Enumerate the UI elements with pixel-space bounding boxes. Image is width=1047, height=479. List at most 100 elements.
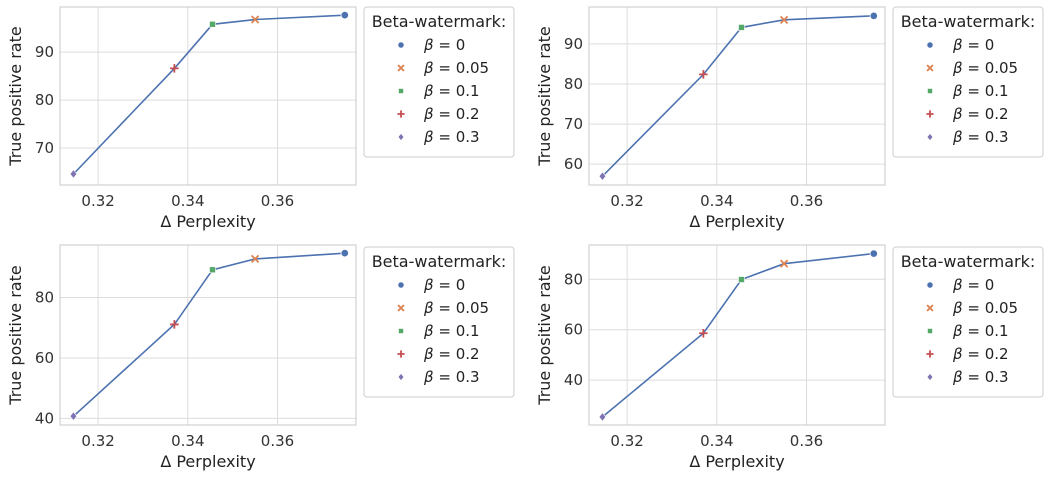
data-point-beta-0 <box>869 249 878 258</box>
legend-marker <box>927 88 933 94</box>
legend-title: Beta-watermark: <box>372 12 507 31</box>
legend-marker <box>397 41 405 49</box>
equals-sign: = <box>963 322 985 340</box>
plot-frame <box>588 244 886 426</box>
y-axis-label: True positive rate <box>6 265 25 405</box>
x-tick-label: 0.36 <box>261 192 294 210</box>
legend-marker <box>397 372 405 382</box>
x-axis-label: Δ Perplexity <box>160 212 255 231</box>
x-tick-label: 0.32 <box>610 192 643 210</box>
legend-marker <box>398 328 404 334</box>
beta-value: 0.05 <box>456 299 489 317</box>
legend-entry-label: β = 0 <box>952 36 994 54</box>
x-tick-label: 0.32 <box>610 432 643 450</box>
beta-symbol: β <box>423 322 434 340</box>
beta-value: 0.3 <box>985 368 1009 386</box>
beta-symbol: β <box>952 59 963 77</box>
equals-sign: = <box>963 59 985 77</box>
y-tick-label: 80 <box>35 289 54 307</box>
x-axis-label: Δ Perplexity <box>689 212 784 231</box>
equals-sign: = <box>434 299 456 317</box>
legend-entry-label: β = 0.1 <box>952 82 1009 100</box>
chart-panel-3: 0.32 0.34 0.36 40 60 80 Δ Perplexity True posit… <box>6 244 515 471</box>
plot-frame <box>59 244 357 426</box>
beta-symbol: β <box>423 105 434 123</box>
equals-sign: = <box>963 276 985 294</box>
equals-sign: = <box>434 105 456 123</box>
legend-title: Beta-watermark: <box>901 12 1036 31</box>
legend-title: Beta-watermark: <box>372 252 507 271</box>
data-point-beta-0_3 <box>598 412 607 422</box>
data-point-beta-0 <box>869 11 878 20</box>
data-point-beta-0_1 <box>738 276 745 283</box>
beta-symbol: β <box>952 105 963 123</box>
data-point-beta-0_3 <box>598 171 607 181</box>
legend-marker <box>926 350 934 358</box>
legend: Beta-watermark: β = 0 β = 0.05 β = 0.1 β = 0… <box>892 6 1044 158</box>
equals-sign: = <box>434 128 456 146</box>
legend-marker <box>397 281 405 289</box>
equals-sign: = <box>434 36 456 54</box>
plot-area <box>60 245 356 425</box>
data-point-beta-0 <box>340 249 349 258</box>
x-tick-label: 0.36 <box>790 432 823 450</box>
beta-symbol: β <box>423 59 434 77</box>
legend-entry-label: β = 0.3 <box>952 368 1009 386</box>
x-tick-label: 0.36 <box>261 432 294 450</box>
legend-entry-label: β = 0.05 <box>952 59 1018 77</box>
x-axis-label: Δ Perplexity <box>160 452 255 471</box>
beta-symbol: β <box>952 299 963 317</box>
chart-panel-2: 0.32 0.34 0.36 60 70 80 90 Δ Perplexity True pos… <box>535 6 1044 231</box>
beta-symbol: β <box>952 322 963 340</box>
beta-symbol: β <box>423 276 434 294</box>
equals-sign: = <box>963 345 985 363</box>
legend-entry-label: β = 0.3 <box>423 368 480 386</box>
legend-title: Beta-watermark: <box>901 252 1036 271</box>
equals-sign: = <box>434 59 456 77</box>
y-tick-label: 60 <box>564 155 583 173</box>
legend-marker <box>926 281 934 289</box>
legend-entry-label: β = 0.2 <box>952 105 1009 123</box>
plot-area <box>589 245 885 425</box>
legend: Beta-watermark:β = 0β = 0.05β = 0.1β = 0… <box>892 246 1044 398</box>
legend-entry-label: β = 0.05 <box>952 299 1018 317</box>
plot-frame <box>588 6 886 186</box>
y-axis-label: True positive rate <box>535 26 554 166</box>
equals-sign: = <box>434 276 456 294</box>
data-point-beta-0_2 <box>699 70 708 79</box>
beta-symbol: β <box>952 128 963 146</box>
beta-value: 0.1 <box>456 82 480 100</box>
equals-sign: = <box>963 105 985 123</box>
legend-entry-label: β = 0.1 <box>423 82 480 100</box>
legend-entry-label: β = 0 <box>423 36 465 54</box>
x-tick-label: 0.32 <box>81 192 114 210</box>
x-tick-label: 0.36 <box>790 192 823 210</box>
chart-panel-4: 0.32 0.34 0.36 40 60 80 Δ Perplexity True posit… <box>535 244 1044 471</box>
legend-marker <box>397 64 405 72</box>
beta-value: 0.2 <box>985 345 1009 363</box>
legend-entry-label: β = 0.3 <box>952 128 1009 146</box>
legend-marker <box>926 41 934 49</box>
y-tick-label: 60 <box>564 321 583 339</box>
legend: Beta-watermark:β = 0β = 0.05β = 0.1β = 0… <box>363 6 515 158</box>
y-tick-label: 80 <box>564 270 583 288</box>
legend-entry-label: β = 0.2 <box>423 345 480 363</box>
beta-value: 0 <box>985 276 995 294</box>
plot-area <box>60 7 356 185</box>
data-point-beta-0 <box>340 11 349 20</box>
beta-value: 0.05 <box>985 299 1018 317</box>
y-tick-label: 80 <box>564 75 583 93</box>
legend-entry-label: β = 0.1 <box>952 322 1009 340</box>
legend-entry-label: β = 0.05 <box>423 59 489 77</box>
beta-value: 0.1 <box>456 322 480 340</box>
beta-symbol: β <box>423 299 434 317</box>
beta-symbol: β <box>423 368 434 386</box>
y-tick-label: 90 <box>564 35 583 53</box>
plot-area <box>589 7 885 185</box>
legend-entry-label: β = 0 <box>423 276 465 294</box>
data-point-beta-0_2 <box>170 64 179 73</box>
beta-value: 0.05 <box>456 59 489 77</box>
y-axis-label: True positive rate <box>535 265 554 405</box>
data-point-beta-0_2 <box>170 320 179 329</box>
legend-entry-label: β = 0.1 <box>423 322 480 340</box>
